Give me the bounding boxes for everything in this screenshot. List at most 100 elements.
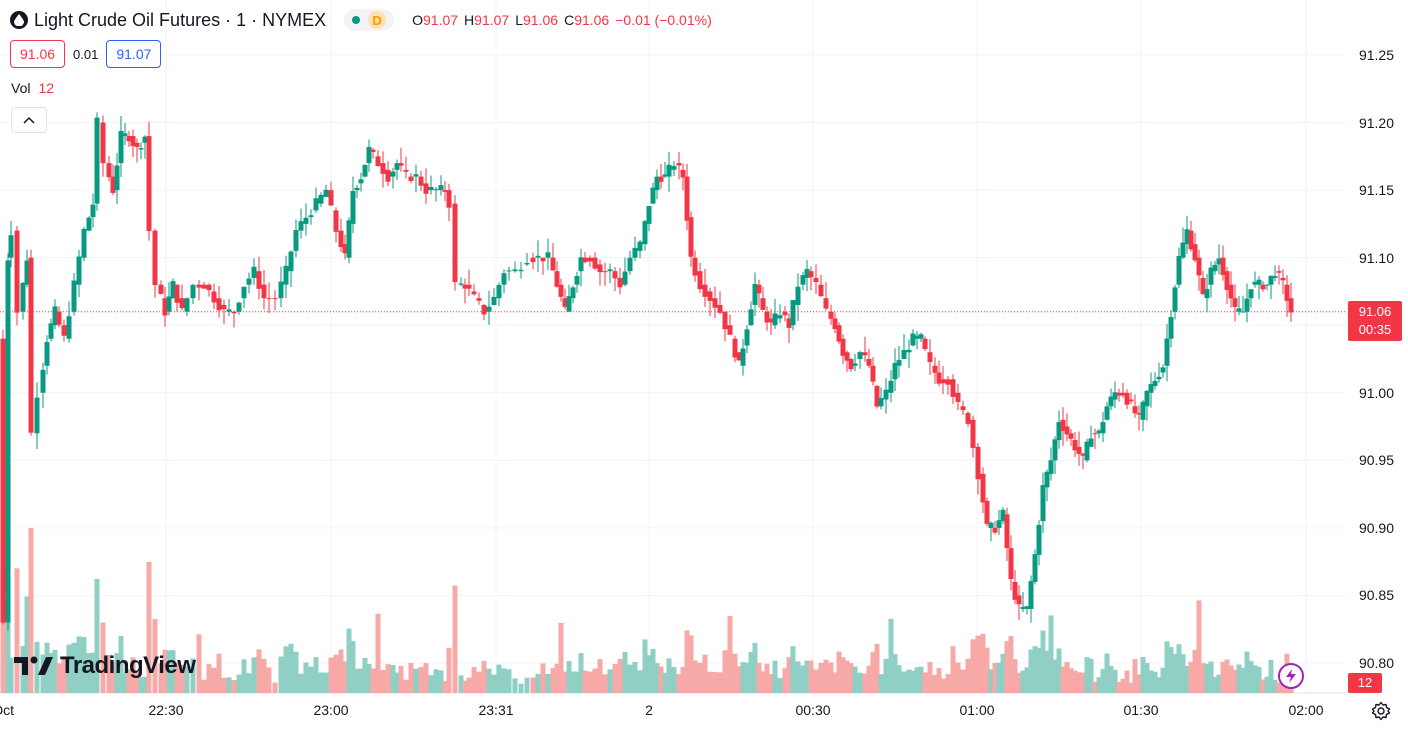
settings-gear-icon[interactable] (1371, 701, 1391, 721)
candle-body (617, 277, 623, 288)
volume-bar (438, 670, 444, 693)
candle-body (684, 176, 690, 221)
candle-body (927, 352, 933, 363)
market-status-pill[interactable]: D (344, 9, 395, 31)
volume-bar (945, 674, 951, 693)
candle-body (707, 291, 713, 301)
volume-bar (1196, 600, 1202, 693)
change-value: −0.01 (−0.01%) (615, 12, 712, 28)
candle-body (152, 230, 158, 286)
candle-body (848, 359, 854, 370)
volume-bar (428, 675, 434, 693)
lightning-icon[interactable] (1278, 663, 1304, 689)
volume-bar (756, 662, 762, 693)
candle-body (211, 291, 217, 303)
volume-bar (996, 662, 1002, 693)
volume-bar (671, 666, 677, 693)
collapse-legend-button[interactable] (11, 107, 47, 133)
candle-body (256, 271, 262, 289)
price-axis-label: 91.20 (1358, 114, 1394, 131)
symbol-header: Light Crude Oil Futures · 1 · NYMEX D O9… (10, 6, 712, 34)
candle-body (960, 406, 966, 411)
volume-bar (110, 661, 116, 693)
candle-body (970, 419, 976, 448)
candle-body (996, 520, 1002, 528)
volume-bar (56, 663, 62, 693)
candle-body (184, 298, 190, 312)
volume-bar (491, 674, 497, 693)
volume-bar (1156, 677, 1162, 693)
volume-bar (680, 666, 686, 693)
volume-bar (338, 649, 344, 693)
candle-body (8, 235, 14, 258)
volume-bar (1220, 661, 1226, 693)
candle-body (328, 190, 334, 206)
price-axis-label: 91.25 (1358, 47, 1394, 63)
buy-button[interactable]: 91.07 (106, 40, 162, 68)
candle-body (86, 217, 92, 231)
candle-body (808, 271, 814, 278)
volume-bar (122, 672, 128, 693)
volume-bar (61, 656, 67, 693)
candle-body (840, 338, 846, 356)
volume-bar (878, 674, 884, 693)
candle-body (1288, 298, 1294, 313)
candle-body (423, 183, 429, 194)
candle-body (114, 165, 120, 191)
volume-bar (702, 654, 708, 693)
volume-bar (530, 677, 536, 693)
volume-bar (442, 681, 448, 693)
tradingview-logo[interactable]: TradingView (14, 652, 196, 680)
candle-body (1112, 392, 1118, 400)
candle-body (612, 271, 618, 279)
volume-bar (328, 657, 334, 693)
candle-body (1120, 392, 1126, 396)
volume-bar (1252, 665, 1258, 693)
sell-button[interactable]: 91.06 (10, 40, 66, 68)
candle-body (81, 228, 87, 258)
candle-body (918, 334, 924, 339)
volume-bar (896, 665, 902, 693)
volume-bar (201, 679, 207, 693)
candle-body (1068, 433, 1074, 439)
volume-bar (578, 653, 584, 693)
volume-bar (940, 678, 946, 693)
candle-body (892, 363, 898, 380)
volume-bar (446, 647, 452, 693)
volume-bar (1084, 657, 1090, 693)
volume-bar (602, 674, 608, 693)
candle-body (1272, 276, 1278, 278)
candle-body (1276, 271, 1282, 273)
close-label: C (564, 12, 575, 28)
candle-body (764, 311, 770, 323)
candle-body (988, 522, 994, 528)
volume-bar (712, 671, 718, 693)
volume-bar (283, 646, 289, 693)
volume-bar (748, 651, 754, 693)
volume-bar (1176, 644, 1182, 693)
volume-bar (804, 660, 810, 693)
candle-body (558, 284, 564, 297)
price-axis-label: 90.90 (1358, 519, 1394, 536)
candle-body (632, 247, 638, 258)
candle-body (524, 263, 530, 265)
volume-bar (840, 657, 846, 693)
candle-body (1080, 453, 1086, 456)
candle-body (24, 260, 30, 285)
candle-body (702, 284, 708, 297)
volume-bar (927, 662, 933, 693)
candle-body (650, 187, 656, 204)
volume-bar (688, 635, 694, 693)
candle-body (501, 273, 507, 285)
volume-bar (744, 662, 750, 693)
candle-body (587, 257, 593, 262)
volume-bar (184, 666, 190, 693)
volume-legend[interactable]: Vol 12 (11, 80, 54, 96)
symbol-title[interactable]: Light Crude Oil Futures · 1 · NYMEX (34, 9, 327, 30)
volume-bar (162, 649, 168, 693)
candle-body (241, 286, 247, 299)
volume-bar (558, 622, 564, 693)
candle-body (813, 277, 819, 282)
candle-body (836, 325, 842, 342)
